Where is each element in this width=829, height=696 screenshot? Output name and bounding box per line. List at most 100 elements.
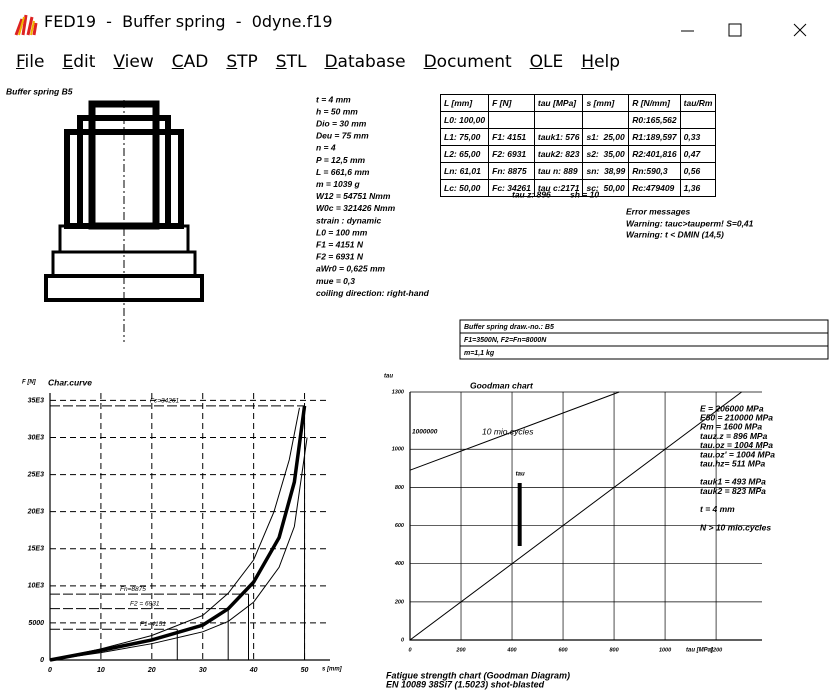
table-cell: 0,56 [679,162,717,180]
force-label: F1=4151 [140,621,166,628]
y-tick-label: 0 [401,637,404,643]
table-cell: 1,36 [679,179,717,197]
y-tick-label: 35E3 [28,397,44,404]
error-message: Warning: tauc>tauperm! S=0,41 [626,218,754,228]
parameter: mue = 0,3 [316,276,355,286]
y-tick-label: 5000 [28,620,44,627]
spring-drawing [44,100,204,342]
x-tick-label: 30 [199,667,207,674]
header-cell: L [mm] [439,94,490,112]
parameter: m = 1039 g [316,179,361,189]
y-tick-label: 1300 [392,389,404,395]
x-tick-label: 50 [301,667,309,674]
maximize-button[interactable] [728,23,742,37]
y-tick-label: 30E3 [28,434,44,441]
table-cell: s2: 35,00 [582,145,630,163]
app-icon [14,14,38,36]
material-parameter: tauk1 = 493 MPa [700,477,766,487]
curve [49,405,307,662]
menu-item[interactable]: Edit [62,52,96,72]
parameter: coiling direction: right-hand [316,288,430,298]
x-axis-label: tau [MPa] [686,648,714,654]
y-tick-label: 200 [394,599,404,605]
material-parameter: E50 = 210000 MPa [700,412,773,422]
x-tick-label: 0 [408,647,411,653]
title-block-text: F1=3500N, F2=Fn=8000N [464,337,547,344]
parameter: W12 = 54751 Nmm [316,191,391,201]
table-cell: 0,47 [679,145,717,163]
menu-item[interactable]: Help [581,52,621,72]
table-cell [679,111,717,129]
x-tick-label: 0 [48,667,52,674]
material-parameter: t = 4 mm [700,504,735,514]
force-label: Fn=8875 [120,586,146,593]
menu-item[interactable]: STP [226,52,258,72]
parameter: Deu = 75 mm [316,131,369,141]
x-tick-label: 20 [147,667,156,674]
parameter: L = 661,6 mm [316,167,370,177]
x-tick-label: 10 [97,667,105,674]
error-title: Error messages [626,206,691,216]
x-tick-label: 600 [558,647,567,653]
table-cell: tau c:2171 [533,179,584,197]
parameter: t = 4 mm [316,94,351,104]
axes [49,393,330,661]
y-tick-label: 800 [395,485,404,491]
table-cell: R0:165,562 [628,111,681,129]
header-cell: F [N] [488,94,535,112]
y-tick-label: 1000 [392,447,404,453]
curve [49,437,308,661]
y-tick-label: 0 [40,657,44,664]
y-tick-label: 600 [395,523,404,529]
x-axis-label: s [mm] [322,667,343,673]
table-cell: R1:189,597 [628,128,681,146]
menu-item[interactable]: View [113,52,154,72]
table-cell: Fc: 34261 [488,179,535,197]
menu-item[interactable]: Database [324,52,406,72]
material-parameter: N > 10 mio.cycles [700,522,771,532]
chart-caption: Fatigue strength chart (Goodman Diagram) [386,670,570,680]
chart-title: Char.curve [48,377,92,387]
header-cell: s [mm] [582,94,630,112]
y-axis-label: tau [384,374,393,380]
title-block-row [459,345,829,360]
table-row: Lc: 50,00 Fc: 34261 tau c:2171 sc: 50,00 Rc:… [439,179,717,197]
table-cell [488,111,535,129]
x-tick-label: 200 [455,647,465,653]
table-header: L [mm] F [N] tau [MPa] s [mm] R [N/mm] tau/Rm [439,94,717,112]
table-cell: F1: 4151 [488,128,535,146]
window-controls [681,23,807,37]
chart-title: Goodman chart [470,380,534,390]
parameter: F2 = 6931 N [316,252,364,262]
menu-bar: File Edit View CAD STP STL Database Document OLE… [0,52,622,80]
menu-item[interactable]: File [16,52,45,72]
parameter: strain : dynamic [316,215,381,225]
parameter: L0 = 100 mm [316,227,368,237]
menu-item[interactable]: OLE [529,52,564,72]
curve [409,391,620,471]
table-cell: Ln: 61,01 [439,162,490,180]
table-cell [582,111,630,129]
material-parameter: Rm = 1600 MPa [700,422,762,432]
table-cell: tau n: 889 [533,162,584,180]
close-button[interactable] [793,23,807,37]
menu-item[interactable]: Document [423,52,512,72]
header-cell: tau [MPa] [533,94,584,112]
y-axis-label: F [N] [22,380,37,386]
table-cell: sc: 50,00 [582,179,630,197]
x-tick-label: 1200 [710,647,722,653]
menu-item[interactable]: STL [275,52,307,72]
parameter: aWr0 = 0,625 mm [316,264,386,274]
table-cell: L2: 65,00 [439,145,490,163]
bar-label: tau [516,472,525,478]
parameter: n = 4 [316,143,336,153]
material-parameter: tauk2 = 823 MPa [700,486,766,496]
menu-item[interactable]: CAD [171,52,209,72]
parameter: h = 50 mm [316,106,358,116]
header-cell: R [N/mm] [628,94,681,112]
y-tick-label: 10E3 [28,583,44,590]
material-parameter: tau.oz' = 1004 MPa [700,449,775,459]
table-cell [533,111,584,129]
x-tick-label: 400 [506,647,516,653]
